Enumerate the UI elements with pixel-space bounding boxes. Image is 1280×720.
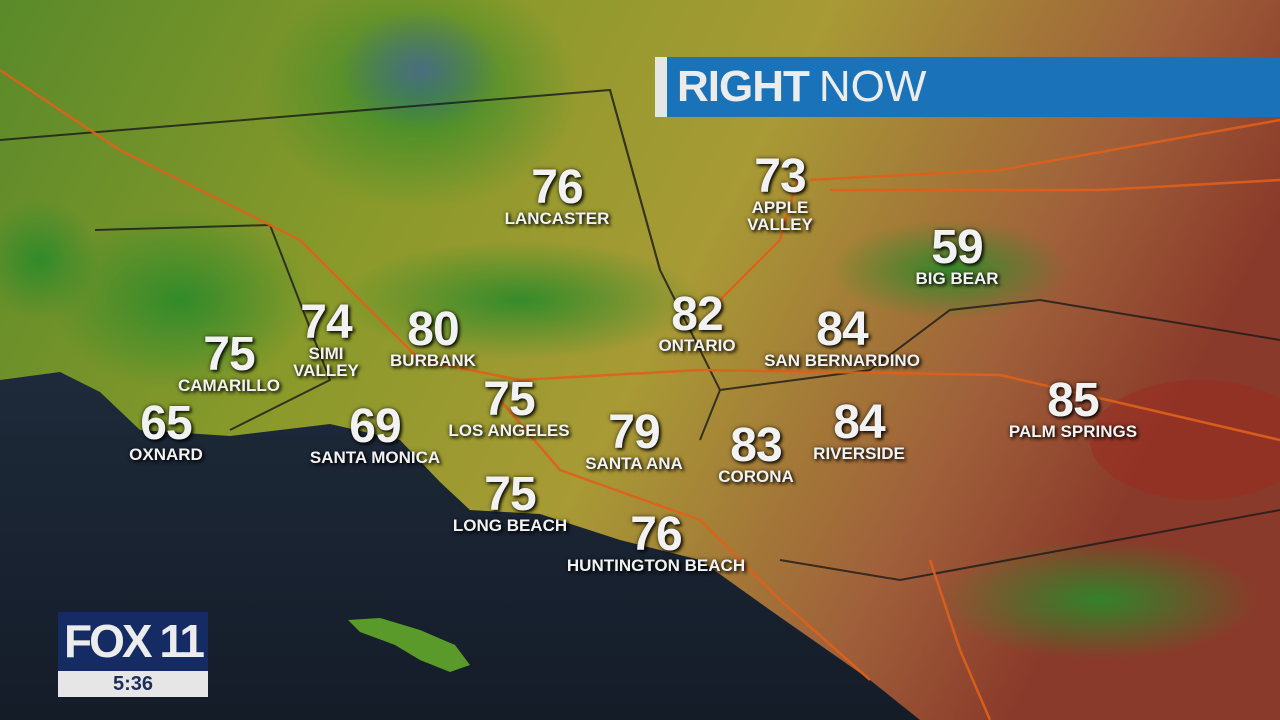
city-name: SAN BERNARDINO xyxy=(764,351,920,370)
temperature-value: 82 xyxy=(671,288,723,341)
city-name: LOS ANGELES xyxy=(448,421,570,440)
city-san-bernardino: 84 SAN BERNARDINO xyxy=(764,303,920,370)
station-logo: FOX 11 5:36 xyxy=(58,612,208,697)
temperature-value: 69 xyxy=(349,400,401,453)
city-corona: 83 CORONA xyxy=(718,419,794,486)
temperature-value: 84 xyxy=(833,396,885,449)
city-name-line1: SIMI xyxy=(308,344,344,363)
city-santa-monica: 69 SANTA MONICA xyxy=(309,400,441,467)
city-name: HUNTINGTON BEACH xyxy=(566,556,746,575)
city-lancaster: 76 LANCASTER xyxy=(504,161,610,228)
city-name: BURBANK xyxy=(390,351,476,370)
city-name: BIG BEAR xyxy=(915,269,999,288)
temperature-value: 75 xyxy=(203,328,255,381)
city-name: PALM SPRINGS xyxy=(1008,422,1138,441)
temperature-value: 83 xyxy=(730,419,782,472)
city-ontario: 82 ONTARIO xyxy=(658,288,736,355)
banner-title-regular: NOW xyxy=(818,62,927,111)
fox11-logo: FOX 11 xyxy=(58,612,208,671)
temperature-value: 75 xyxy=(484,468,536,521)
city-long-beach: 75 LONG BEACH xyxy=(452,468,568,535)
temperature-value: 74 xyxy=(300,296,352,349)
city-riverside: 84 RIVERSIDE xyxy=(813,396,905,463)
city-name-line2: VALLEY xyxy=(293,361,359,380)
temperature-value: 76 xyxy=(630,508,682,561)
city-name: RIVERSIDE xyxy=(813,444,905,463)
right-now-banner: RIGHT NOW xyxy=(655,57,1280,117)
city-name: OXNARD xyxy=(129,445,203,464)
city-name: CAMARILLO xyxy=(178,376,280,395)
catalina-island-shape xyxy=(348,618,470,672)
city-name: SANTA ANA xyxy=(585,454,683,473)
city-name: LANCASTER xyxy=(504,209,610,228)
city-name-line1: APPLE xyxy=(751,198,809,217)
city-palm-springs: 85 PALM SPRINGS xyxy=(1008,374,1138,441)
temperature-value: 84 xyxy=(816,303,868,356)
city-simi-valley: 74 SIMI VALLEY xyxy=(293,296,359,380)
city-santa-ana: 79 SANTA ANA xyxy=(585,406,683,473)
temperature-value: 76 xyxy=(531,161,583,214)
temperature-value: 75 xyxy=(483,373,535,426)
city-los-angeles: 75 LOS ANGELES xyxy=(448,373,570,440)
city-big-bear: 59 BIG BEAR xyxy=(915,221,999,288)
temperature-value: 73 xyxy=(754,150,806,203)
city-camarillo: 75 CAMARILLO xyxy=(178,328,280,395)
city-huntington-beach: 76 HUNTINGTON BEACH xyxy=(566,508,746,575)
temperature-value: 79 xyxy=(608,406,660,459)
ocean xyxy=(0,372,920,720)
banner-title-bold: RIGHT xyxy=(677,62,810,111)
city-name-line2: VALLEY xyxy=(747,215,813,234)
clock-time: 5:36 xyxy=(58,671,208,697)
temperature-value: 65 xyxy=(140,397,192,450)
city-name: ONTARIO xyxy=(658,336,736,355)
city-name: SANTA MONICA xyxy=(309,448,441,467)
city-oxnard: 65 OXNARD xyxy=(129,397,203,464)
city-name: CORONA xyxy=(718,467,794,486)
city-burbank: 80 BURBANK xyxy=(390,303,476,370)
temperature-value: 80 xyxy=(407,303,459,356)
temperature-value: 85 xyxy=(1047,374,1099,427)
city-apple-valley: 73 APPLE VALLEY xyxy=(747,150,813,234)
temperature-value: 59 xyxy=(931,221,983,274)
city-name: LONG BEACH xyxy=(452,516,568,535)
